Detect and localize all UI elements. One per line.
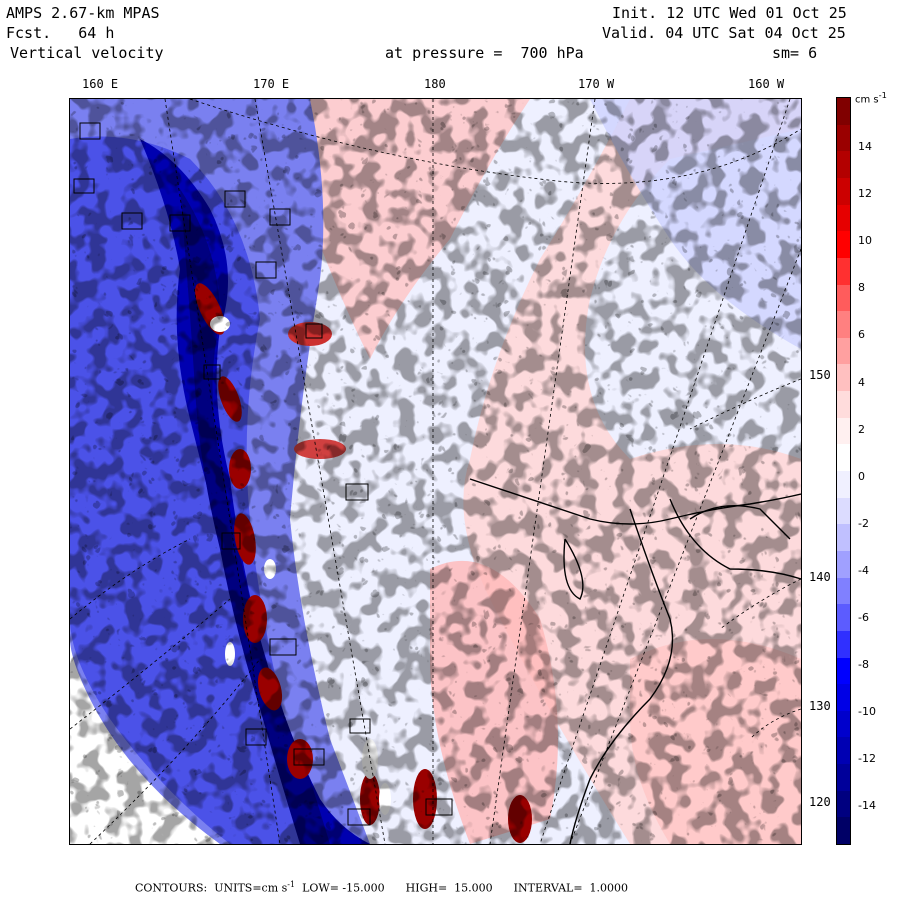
colorbar-level (837, 204, 850, 232)
colorbar-tick-label: 2 (858, 422, 865, 436)
map-panel (69, 98, 802, 845)
colorbar-level (837, 337, 850, 365)
model-title: AMPS 2.67-km MPAS (6, 4, 160, 22)
colorbar-level (837, 524, 850, 552)
colorbar-level (837, 471, 850, 499)
colorbar-level (837, 497, 850, 525)
colorbar-tick-label: 8 (858, 281, 865, 295)
colorbar-level (837, 417, 850, 445)
colorbar-tick-label: -8 (858, 658, 869, 672)
lon-label-170e: 170 E (253, 77, 290, 91)
colorbar-level (837, 364, 850, 392)
colorbar-level (837, 604, 850, 632)
lon-label-180: 180 (424, 77, 446, 91)
colorbar-level (837, 764, 850, 792)
colorbar-level (837, 790, 850, 818)
colorbar-level (837, 577, 850, 605)
contour-info: CONTOURS: UNITS=cm s-1 LOW= -15.000 HIGH… (135, 880, 629, 895)
colorbar-level (837, 657, 850, 685)
lon-label-170w: 170 W (578, 77, 615, 91)
colorbar-level (837, 630, 850, 658)
colorbar-tick-label: 12 (858, 187, 872, 201)
colorbar-tick-label: 4 (858, 375, 865, 389)
colorbar-tick-label: -10 (858, 705, 876, 719)
colorbar-level (837, 684, 850, 712)
colorbar-tick-label: -12 (858, 752, 876, 766)
colorbar-tick-label: 0 (858, 469, 865, 483)
colorbar-level (837, 817, 850, 845)
colorbar-tick-label: 10 (858, 234, 872, 248)
vertical-velocity-field (70, 99, 801, 844)
fcst-value: 64 h (78, 24, 115, 42)
lon-label-160e: 160 E (82, 77, 119, 91)
colorbar-level (837, 177, 850, 206)
colorbar-level (837, 151, 850, 179)
colorbar-tick-label: -2 (858, 516, 869, 530)
pressure-level: at pressure = 700 hPa (385, 44, 584, 62)
colorbar-level (837, 311, 850, 339)
valid-time: Valid. 04 UTC Sat 04 Oct 25 (602, 24, 846, 42)
fcst-label: Fcst. (6, 24, 52, 42)
colorbar-level (837, 391, 850, 419)
colorbar-tick-label: -6 (858, 611, 869, 624)
colorbar-level (837, 231, 850, 259)
colorbar-level (837, 710, 850, 738)
init-time: Init. 12 UTC Wed 01 Oct 25 (612, 4, 847, 22)
colorbar-level (837, 124, 850, 152)
lon-label-160w: 160 W (748, 77, 785, 91)
field-name: Vertical velocity (10, 44, 164, 62)
colorbar-tick-label: -14 (858, 799, 876, 813)
smoothing: sm= 6 (772, 44, 818, 62)
colorbar-level (837, 550, 850, 579)
colorbar-units: cm s-1 (855, 90, 887, 106)
colorbar-level (837, 98, 850, 126)
colorbar-level (837, 444, 850, 472)
colorbar-level (837, 257, 850, 285)
colorbar-tick-label: 6 (858, 328, 865, 342)
colorbar-level (837, 737, 850, 765)
colorbar-level (837, 284, 850, 312)
colorbar (836, 97, 851, 845)
forecast-hour: Fcst. 64 h (6, 24, 114, 42)
colorbar-tick-label: 14 (858, 140, 872, 153)
colorbar-tick-label: -4 (858, 563, 869, 577)
